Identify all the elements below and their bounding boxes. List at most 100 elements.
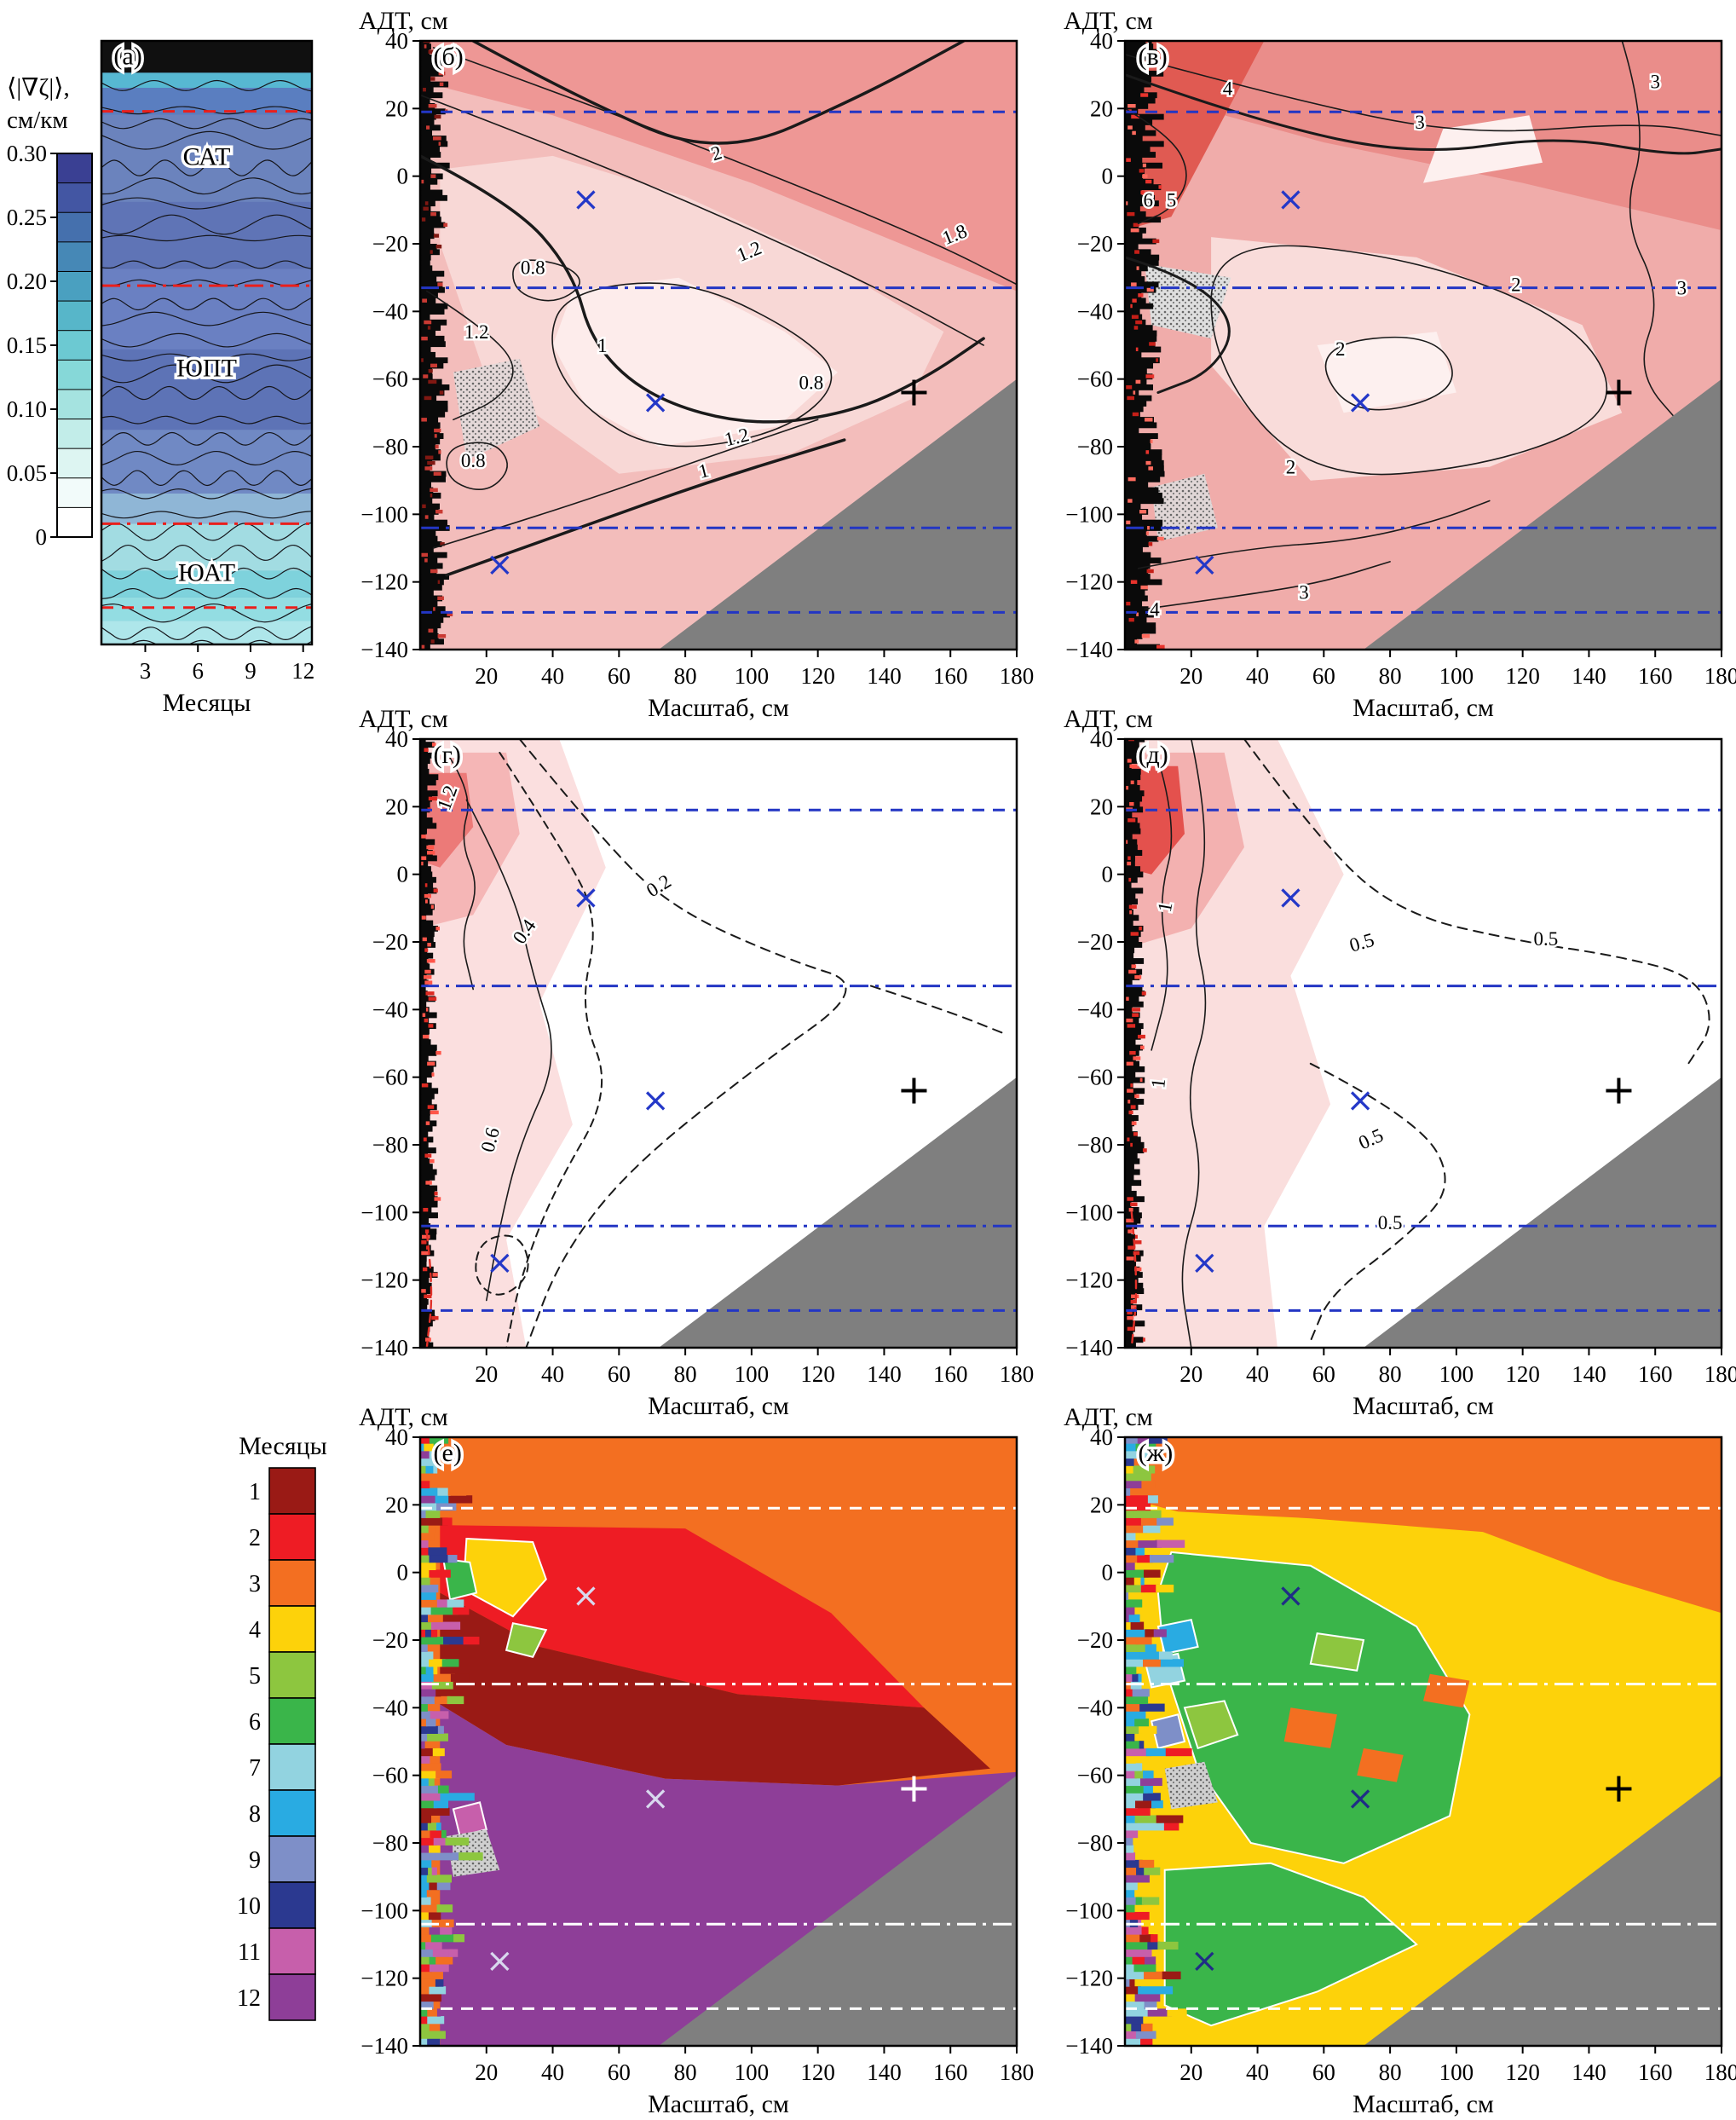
speckle-band: [1125, 141, 1164, 147]
mottle-cell: [1125, 1904, 1135, 1913]
y-tick-label: −60: [1077, 1065, 1113, 1090]
y-tick-label: −60: [1077, 1763, 1113, 1788]
mottle-cell: [420, 1904, 441, 1913]
speckle-fleck: [430, 904, 434, 910]
mottle-cell: [1141, 1480, 1156, 1488]
speckle-fleck: [422, 1234, 430, 1239]
region-label: ЮАТ: [178, 558, 235, 586]
plot-area-zh: (ж): [1125, 1437, 1722, 2046]
x-tick-label: 6: [192, 658, 204, 684]
mottle-cell: [430, 1934, 459, 1943]
speckle-fleck: [421, 552, 429, 557]
speckle-fleck: [1127, 1310, 1133, 1315]
x-marker: [645, 1789, 666, 1809]
speckle-fleck: [1145, 460, 1151, 465]
mottle-cell: [1156, 1539, 1185, 1548]
speckle-band: [1125, 233, 1143, 240]
speckle-fleck: [1134, 250, 1140, 254]
y-tick-label: 0: [1102, 1560, 1114, 1586]
mottle-cell: [420, 1599, 441, 1608]
speckle-fleck: [1131, 315, 1139, 319]
speckle-fleck: [425, 1181, 432, 1185]
x-axis-title: Масштаб, см: [1352, 1392, 1494, 1420]
mottle-cell: [420, 1747, 436, 1757]
speckle-band: [1125, 508, 1149, 515]
mottle-cell: [431, 1919, 454, 1927]
speckle-band: [1125, 330, 1157, 337]
fine-contour: [101, 603, 312, 623]
mottle-cell: [1125, 1807, 1151, 1816]
no-data-region: [659, 1775, 1017, 2046]
mottle-cell: [420, 1637, 449, 1645]
mottle-cell: [436, 2008, 441, 2017]
contour-line: [1324, 336, 1453, 411]
legend-month-number: 8: [249, 1801, 261, 1828]
x-tick-label: 140: [867, 1361, 902, 1387]
speckle-fleck: [439, 390, 444, 395]
legend-swatch-month-9: [268, 1835, 316, 1883]
mottle-cell: [1125, 1495, 1154, 1504]
contour-line: [1125, 73, 1722, 155]
speckle-band: [1125, 952, 1134, 959]
mottle-cell: [420, 1845, 431, 1853]
y-tick-label: −140: [1065, 2033, 1113, 2059]
speckle-band: [1125, 519, 1163, 526]
speckle-band: [420, 1028, 430, 1035]
mottle-cell: [1125, 1926, 1146, 1935]
mottle-cell: [420, 1487, 442, 1496]
speckle-band: [420, 1174, 435, 1181]
speckle-band: [420, 1152, 429, 1159]
speckle-fleck: [430, 77, 435, 81]
mottle-cell: [420, 1703, 428, 1712]
speckle-band: [1125, 1337, 1144, 1343]
speckle-fleck: [1145, 418, 1153, 422]
region-fill: [552, 277, 838, 447]
mottle-cell: [1133, 1510, 1162, 1518]
mottle-cell: [1136, 1643, 1148, 1652]
x-marker: [1281, 190, 1301, 210]
contour-line-dashed: [1309, 1062, 1446, 1343]
speckle-fleck: [422, 937, 427, 942]
speckle-band: [420, 390, 445, 396]
speckle-fleck: [424, 975, 432, 979]
speckle-band: [1125, 130, 1156, 136]
y-tick-label: −40: [1077, 996, 1113, 1022]
mottle-cell: [1125, 1777, 1145, 1787]
y-tick-label: −100: [1065, 1898, 1113, 1923]
mottle-cell: [1125, 2016, 1144, 2025]
speckle-fleck: [434, 1197, 441, 1201]
speckle-band: [420, 568, 437, 575]
mottle-cell: [448, 1949, 459, 1957]
mottle-cell: [1134, 1771, 1145, 1779]
mottle-cell: [1143, 1785, 1153, 1794]
mottle-cell: [1162, 1971, 1181, 1979]
speckle-fleck: [1128, 877, 1132, 882]
speckle-band: [420, 86, 434, 93]
speckle-band: [1125, 1077, 1145, 1083]
speckle-band: [1125, 211, 1146, 217]
contour-label: 3: [1650, 72, 1660, 93]
x-tick-label: 100: [735, 1361, 770, 1387]
speckle-fleck: [1125, 1218, 1134, 1223]
speckle-fleck: [1129, 910, 1133, 915]
speckle-fleck: [1133, 1132, 1138, 1136]
speckle-fleck: [421, 418, 427, 422]
speckle-band: [420, 904, 435, 910]
contour-line: [1125, 256, 1231, 394]
mottle-cell: [429, 1882, 440, 1891]
speckle-band: [420, 1147, 436, 1154]
x-axis-title: Масштаб, см: [648, 694, 789, 722]
speckle-band: [1125, 54, 1159, 61]
mottle-cell: [1125, 2038, 1145, 2046]
mottle-cell: [1139, 1703, 1165, 1712]
mottle-cell: [1125, 1859, 1143, 1869]
mottle-cell: [1133, 1465, 1156, 1474]
speckle-band: [420, 260, 430, 266]
x-marker: [1195, 555, 1214, 575]
mottle-cell: [436, 1904, 453, 1913]
mottle-cell: [453, 1934, 465, 1943]
speckle-band: [1125, 958, 1145, 964]
speckle-band: [1125, 563, 1151, 569]
speckle-fleck: [1140, 93, 1149, 97]
contour-line-dashed: [425, 1231, 433, 1348]
